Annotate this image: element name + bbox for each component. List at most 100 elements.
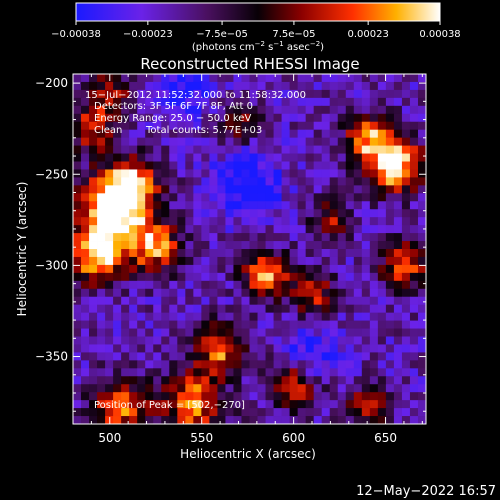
heatmap-cell [265, 312, 274, 321]
heatmap-cell [369, 105, 379, 115]
heatmap-cell [321, 416, 331, 425]
heatmap-cell [305, 177, 315, 186]
heatmap-cell [409, 408, 419, 417]
heatmap-cell [153, 137, 162, 146]
heatmap-cell [153, 280, 162, 290]
heatmap-cell [313, 177, 323, 186]
heatmap-cell [81, 89, 90, 99]
heatmap-cell [297, 121, 307, 131]
heatmap-cell [281, 352, 291, 361]
heatmap-cell [209, 233, 218, 242]
heatmap-cell [185, 113, 194, 123]
heatmap-cell [73, 296, 82, 306]
heatmap-cell [153, 368, 162, 377]
heatmap-cell [353, 416, 363, 425]
heatmap-cell [233, 304, 242, 314]
heatmap-cell [145, 416, 154, 425]
heatmap-cell [337, 193, 347, 202]
heatmap-cell [73, 304, 82, 314]
heatmap-cell [289, 312, 299, 321]
heatmap-cell [393, 233, 403, 242]
heatmap-cell [177, 201, 186, 210]
heatmap-cell [153, 264, 162, 274]
heatmap-cell [81, 416, 90, 425]
heatmap-cell [345, 416, 355, 425]
heatmap-cell [257, 185, 266, 194]
heatmap-cell [313, 121, 323, 131]
heatmap-cell [401, 408, 411, 417]
heatmap-cell [185, 89, 194, 99]
heatmap-cell [297, 384, 307, 393]
heatmap-cell [161, 288, 170, 298]
heatmap-cell [313, 392, 323, 401]
heatmap-cell [137, 161, 146, 170]
y-tick-label: −250 [35, 167, 68, 181]
heatmap-cell [241, 384, 250, 393]
heatmap-cell [401, 376, 411, 385]
heatmap-cell [401, 368, 411, 377]
heatmap-cell [161, 400, 170, 409]
heatmap-cell [337, 97, 347, 107]
heatmap-cell [225, 81, 234, 91]
heatmap-cell [153, 352, 162, 361]
heatmap-cell [361, 384, 371, 393]
heatmap-cell [97, 233, 106, 242]
heatmap-cell [369, 416, 379, 425]
heatmap-cell [113, 161, 122, 170]
heatmap-cell [97, 185, 106, 194]
heatmap-cell [313, 105, 323, 115]
heatmap-cell [193, 352, 202, 361]
heatmap-cell [193, 400, 202, 409]
heatmap-cell [145, 233, 154, 242]
heatmap-cell [137, 233, 146, 242]
heatmap-cell [385, 272, 395, 282]
heatmap-cell [369, 312, 379, 321]
heatmap-cell [369, 272, 379, 282]
heatmap-cell [137, 74, 146, 83]
heatmap-cell [89, 217, 98, 226]
heatmap-cell [249, 137, 258, 146]
heatmap-cell [257, 129, 266, 139]
heatmap-cell [241, 129, 250, 139]
heatmap-cell [185, 344, 194, 353]
heatmap-cell [369, 336, 379, 345]
heatmap-cell [337, 392, 347, 401]
heatmap-cell [89, 241, 98, 250]
heatmap-cell [89, 328, 98, 337]
heatmap-cell [89, 256, 98, 266]
heatmap-cell [345, 89, 355, 99]
heatmap-cell [393, 217, 403, 226]
heatmap-cell [217, 217, 226, 226]
heatmap-cell [105, 161, 114, 170]
heatmap-cell [193, 376, 202, 385]
heatmap-cell [321, 344, 331, 353]
heatmap-cell [321, 209, 331, 218]
heatmap-cell [177, 360, 186, 369]
heatmap-cell [137, 129, 146, 139]
heatmap-cell [249, 209, 258, 218]
heatmap-cell [137, 376, 146, 385]
heatmap-cell [417, 74, 427, 83]
heatmap-cell [297, 320, 307, 329]
heatmap-cell [345, 288, 355, 298]
heatmap-cell [137, 145, 146, 154]
heatmap-cell [185, 280, 194, 290]
heatmap-cell [385, 233, 395, 242]
heatmap-cell [153, 328, 162, 337]
heatmap-cell [369, 288, 379, 298]
heatmap-cell [385, 368, 395, 377]
heatmap-cell [265, 272, 274, 282]
heatmap-cell [361, 97, 371, 107]
heatmap-cell [273, 185, 282, 194]
heatmap-cell [225, 169, 234, 178]
heatmap-cell [137, 344, 146, 353]
heatmap-cell [409, 328, 419, 337]
heatmap-cell [329, 161, 339, 170]
heatmap-cell [329, 185, 339, 194]
heatmap-cell [321, 193, 331, 202]
heatmap-cell [289, 201, 299, 210]
heatmap-cell [281, 256, 291, 266]
heatmap-cell [97, 113, 106, 123]
heatmap-cell [105, 384, 114, 393]
heatmap-cell [369, 137, 379, 146]
